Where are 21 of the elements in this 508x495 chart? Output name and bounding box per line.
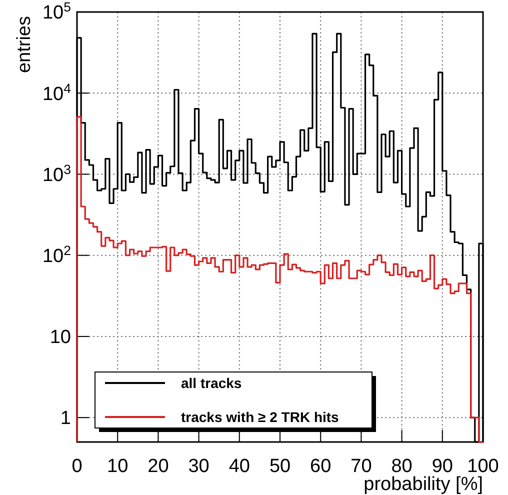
x-tick-label: 0 [72, 456, 82, 477]
y-axis-title: entries [14, 16, 35, 74]
x-tick-label: 40 [228, 456, 250, 477]
y-tick-label: 10$^{5}$ [42, 0, 71, 24]
legend-label: tracks with ≥ 2 TRK hits [181, 408, 340, 425]
x-tick-label: 10 [107, 456, 128, 477]
y-tick-label: 10$^{4}$ [42, 80, 71, 105]
y-tick-label: 10$^{2}$ [42, 242, 71, 267]
y-tick-label: 10$^{3}$ [42, 161, 71, 186]
x-tick-label: 50 [269, 456, 291, 477]
legend-label: all tracks [181, 374, 242, 391]
x-tick-label: 60 [310, 456, 332, 477]
x-tick-label: 20 [148, 456, 169, 477]
x-tick-label: 80 [391, 456, 412, 477]
y-tick-label: 10 [50, 327, 71, 348]
x-tick-label: 70 [350, 456, 372, 477]
x-tick-label: 30 [188, 456, 210, 477]
x-tick-label: 90 [432, 456, 453, 477]
x-tick-label: 100 [467, 456, 499, 477]
x-axis-title: probability [%] [364, 474, 483, 495]
y-tick-label: 1 [60, 408, 71, 430]
